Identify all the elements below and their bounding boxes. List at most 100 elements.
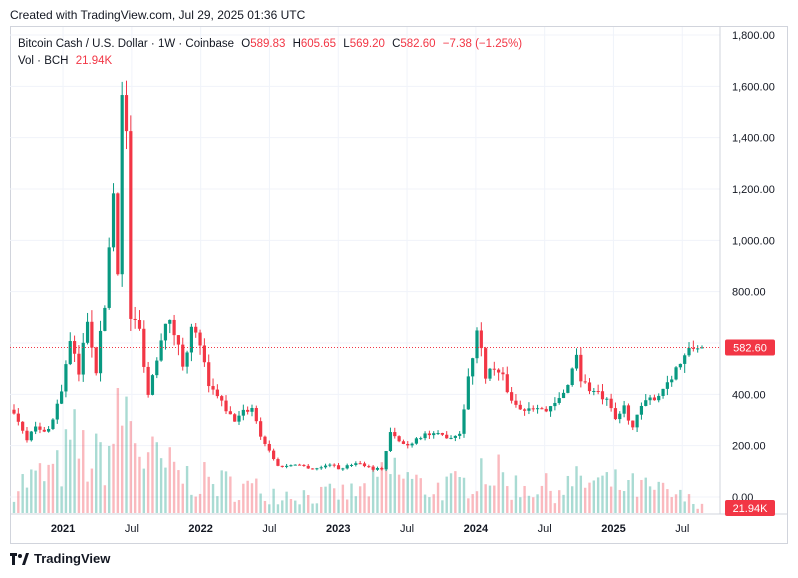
candle-body <box>522 409 527 411</box>
volume-bar <box>146 452 150 513</box>
candle-body <box>336 465 341 470</box>
volume-bar <box>51 463 55 513</box>
candle-body <box>665 382 669 389</box>
legend-low-value: 569.20 <box>349 38 385 50</box>
candle-body <box>670 379 674 383</box>
candle-body <box>310 468 315 470</box>
candle-body <box>644 400 648 406</box>
volume-bar <box>506 486 509 513</box>
volume-bar <box>700 503 704 513</box>
last-price-label: 582.60 <box>733 342 767 354</box>
volume-bar <box>103 485 107 513</box>
volume-bar <box>570 486 574 513</box>
y-tick-label: 1,400.00 <box>732 133 775 145</box>
x-tick-label: 2022 <box>188 523 212 535</box>
volume-bar <box>635 496 639 513</box>
candle-body <box>202 345 206 363</box>
candle-body <box>579 354 583 382</box>
candle-body <box>635 414 639 428</box>
volume-bar <box>674 494 678 513</box>
candle-body <box>319 467 323 469</box>
volume-bar <box>575 466 578 513</box>
legend-change: −7.38 (−1.25%) <box>442 38 523 50</box>
candle-body <box>484 348 488 379</box>
candle-body <box>228 411 232 415</box>
volume-bar <box>168 447 171 513</box>
volume-bar <box>255 478 258 513</box>
legend-low-label: L <box>343 38 350 50</box>
volume-bar <box>73 409 76 513</box>
volume-bar <box>523 485 526 513</box>
candle-body <box>289 465 293 467</box>
volume-bar <box>540 485 544 513</box>
candle-body <box>384 451 388 470</box>
volume-bar <box>458 476 461 513</box>
chart-frame[interactable] <box>10 26 788 544</box>
volume-bar <box>454 471 457 513</box>
volume-bar <box>397 474 401 513</box>
candle-body <box>16 413 20 422</box>
tradingview-footer[interactable]: TradingView <box>10 551 110 566</box>
volume-bar <box>302 490 306 513</box>
legend-high-value: 605.65 <box>300 38 337 50</box>
candle-body <box>176 335 181 345</box>
volume-bar <box>216 496 219 513</box>
x-tick-label: Jul <box>538 523 552 535</box>
volume-bar <box>120 425 124 513</box>
volume-bar <box>259 493 262 513</box>
volume-bar <box>21 474 24 513</box>
candle-body <box>77 353 81 375</box>
candle-body <box>401 441 406 444</box>
volume-bar <box>358 486 362 513</box>
volume-bar <box>298 504 301 513</box>
candle-body <box>380 467 384 470</box>
volume-bar <box>605 472 609 513</box>
volume-bar <box>376 476 379 513</box>
candle-body <box>492 368 496 370</box>
candle-body <box>276 459 280 466</box>
volume-bar <box>246 480 249 513</box>
volume-bar <box>588 482 591 513</box>
volume-bar <box>281 500 284 513</box>
volume-bar <box>95 433 98 513</box>
volume-bar <box>125 396 128 513</box>
candle-body <box>410 443 414 446</box>
volume-bar <box>419 478 422 513</box>
volume-bar <box>519 497 522 513</box>
candle-body <box>613 408 618 420</box>
volume-bar <box>627 480 630 513</box>
candle-body <box>55 403 59 420</box>
volume-bar <box>164 467 167 513</box>
candle-body <box>241 409 245 416</box>
volume-bar <box>445 476 448 513</box>
candle-body <box>246 409 250 412</box>
candle-body <box>207 362 211 387</box>
candle-body <box>107 247 111 308</box>
volume-bar <box>263 500 267 513</box>
volume-bar <box>107 445 111 513</box>
candle-body <box>142 328 146 367</box>
candle-body <box>120 95 124 275</box>
candle-body <box>622 405 626 414</box>
candle-body <box>72 341 77 354</box>
volume-bar <box>449 473 453 513</box>
candle-body <box>475 330 479 359</box>
volume-bar <box>333 488 336 513</box>
candle-body <box>388 432 393 452</box>
volume-bar <box>640 479 643 513</box>
volume-bar <box>601 475 604 513</box>
candle-body <box>375 467 380 470</box>
volume-bar <box>324 486 327 513</box>
candle-body <box>471 358 475 377</box>
candle-body <box>596 390 600 392</box>
volume-bar <box>471 494 474 513</box>
candle-body <box>553 402 557 407</box>
volume-bar <box>484 484 487 513</box>
candle-body <box>150 375 155 395</box>
candle-body <box>98 330 103 374</box>
candle-body <box>371 466 375 470</box>
volume-bar <box>480 458 483 513</box>
volume-bar <box>194 496 197 513</box>
candle-body <box>38 426 42 430</box>
